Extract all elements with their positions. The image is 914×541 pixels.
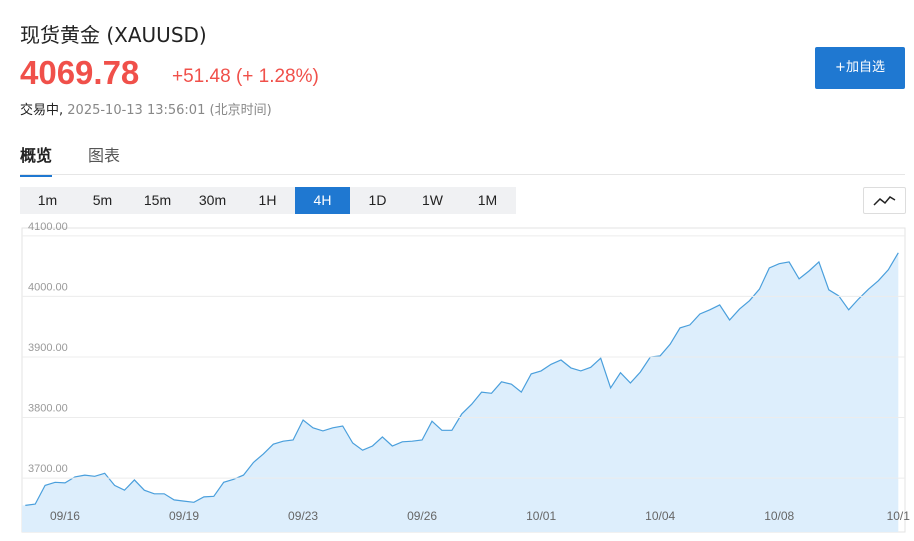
range-button[interactable]: 1D xyxy=(368,192,387,208)
range-button[interactable]: 15m xyxy=(143,192,172,208)
price-change: +51.48 (+ 1.28%) xyxy=(172,66,319,88)
timestamp: 2025-10-13 13:56:01 xyxy=(67,103,206,118)
y-tick-label: 3700.00 xyxy=(28,463,68,475)
range-button[interactable]: 4H xyxy=(295,187,350,214)
range-button[interactable]: 5m xyxy=(92,192,113,208)
y-tick-label: 4000.00 xyxy=(28,281,68,293)
price: 4069.78 xyxy=(20,54,140,91)
range-button[interactable]: 1m xyxy=(37,192,58,208)
x-tick-label: 09/16 xyxy=(50,509,80,523)
y-tick-label: 4100.00 xyxy=(28,221,68,233)
range-button[interactable]: 1H xyxy=(258,192,277,208)
y-tick-label: 3800.00 xyxy=(28,403,68,415)
watch-button[interactable]: +加自选 xyxy=(815,47,905,89)
status-line: 交易中, 2025-10-13 13:56:01 (北京时间) xyxy=(20,99,272,118)
tab[interactable]: 图表 xyxy=(88,146,121,165)
x-tick-label: 10/1 xyxy=(887,509,911,523)
range-selector: 1m 5m 15m 30m 1H 4H 1D 1W 1M xyxy=(20,187,516,214)
timezone: (北京时间) xyxy=(209,103,272,118)
instrument-title: 现货黄金 (XAUUSD) xyxy=(20,19,207,48)
instrument-symbol: (XAUUSD) xyxy=(106,23,207,47)
range-button[interactable]: 1M xyxy=(477,192,498,208)
x-tick-label: 09/26 xyxy=(407,509,437,523)
x-tick-label: 09/23 xyxy=(288,509,318,523)
change: +51.48 xyxy=(172,66,231,87)
x-tick-label: 10/04 xyxy=(645,509,675,523)
status: 交易中, xyxy=(20,103,64,118)
x-tick-label: 10/08 xyxy=(764,509,794,523)
area-fill xyxy=(22,252,899,533)
range-button[interactable]: 1W xyxy=(422,192,443,208)
x-tick-label: 09/19 xyxy=(169,509,199,523)
tab[interactable]: 概览 xyxy=(20,142,53,177)
x-tick-label: 10/01 xyxy=(526,509,556,523)
tabs: 概览 图表 xyxy=(20,142,156,177)
separator xyxy=(20,174,905,175)
instrument-name: 现货黄金 xyxy=(20,23,100,47)
y-tick-label: 3900.00 xyxy=(28,342,68,354)
range-button[interactable]: 30m xyxy=(198,192,227,208)
chart-type-icon xyxy=(873,196,896,206)
change-pct: (+ 1.28%) xyxy=(235,66,319,87)
chart-type-button[interactable] xyxy=(863,187,906,214)
